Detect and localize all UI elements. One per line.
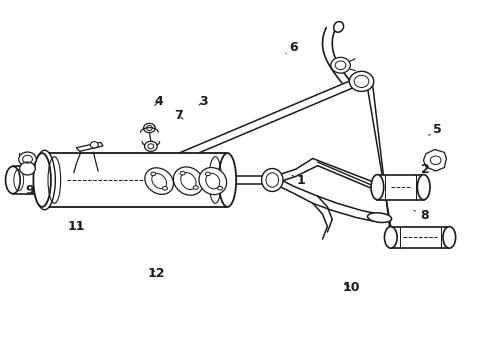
- Ellipse shape: [199, 167, 226, 195]
- Ellipse shape: [33, 153, 51, 207]
- Ellipse shape: [180, 171, 184, 175]
- Text: 9: 9: [25, 184, 34, 197]
- Text: 12: 12: [148, 267, 165, 280]
- Text: 7: 7: [174, 109, 183, 122]
- Text: 2: 2: [414, 163, 428, 176]
- Ellipse shape: [205, 172, 210, 176]
- Text: 5: 5: [428, 123, 441, 136]
- Ellipse shape: [143, 123, 155, 133]
- Ellipse shape: [193, 186, 198, 189]
- Text: 1: 1: [292, 174, 305, 186]
- Ellipse shape: [348, 71, 373, 91]
- Text: 10: 10: [342, 281, 360, 294]
- Ellipse shape: [330, 57, 349, 73]
- Text: 11: 11: [67, 220, 85, 233]
- Ellipse shape: [173, 167, 203, 195]
- Ellipse shape: [367, 213, 391, 222]
- Polygon shape: [76, 142, 103, 151]
- Ellipse shape: [19, 152, 36, 166]
- Ellipse shape: [416, 175, 429, 200]
- Ellipse shape: [20, 162, 35, 175]
- Ellipse shape: [384, 226, 396, 248]
- Ellipse shape: [261, 168, 283, 192]
- Polygon shape: [423, 149, 446, 171]
- Ellipse shape: [144, 168, 173, 194]
- Text: 3: 3: [198, 95, 207, 108]
- Bar: [377, 175, 423, 200]
- Ellipse shape: [151, 172, 156, 176]
- Ellipse shape: [442, 226, 455, 248]
- Ellipse shape: [90, 141, 98, 148]
- Ellipse shape: [370, 175, 383, 200]
- Bar: [390, 226, 448, 248]
- Text: 8: 8: [413, 210, 428, 222]
- Ellipse shape: [218, 153, 236, 207]
- Ellipse shape: [217, 186, 222, 190]
- Ellipse shape: [333, 22, 343, 32]
- Ellipse shape: [162, 186, 167, 190]
- Ellipse shape: [144, 141, 157, 151]
- Ellipse shape: [34, 150, 55, 210]
- Bar: [42, 153, 227, 207]
- Text: 6: 6: [285, 41, 297, 54]
- Text: 4: 4: [155, 95, 163, 108]
- Ellipse shape: [5, 166, 20, 194]
